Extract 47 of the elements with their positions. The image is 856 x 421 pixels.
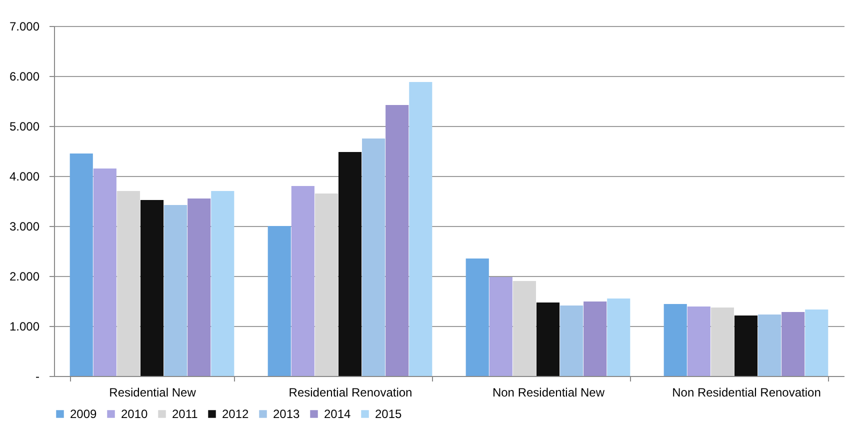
- bar: [607, 298, 630, 376]
- y-tick-label: 6.000: [9, 70, 40, 84]
- y-tick-label: -: [36, 370, 40, 384]
- bar: [782, 312, 805, 376]
- bar: [805, 310, 828, 376]
- bar: [386, 105, 409, 376]
- legend-label: 2012: [222, 407, 250, 421]
- bar: [664, 304, 687, 376]
- bar: [734, 316, 758, 376]
- bar: [140, 200, 164, 376]
- bar: [710, 308, 734, 376]
- bar: [188, 198, 211, 376]
- x-tick-label: Residential Renovation: [288, 386, 412, 400]
- y-tick-label: 5.000: [9, 120, 40, 134]
- y-tick-label: 4.000: [9, 170, 40, 184]
- bar: [362, 138, 386, 376]
- bar: [211, 191, 234, 376]
- bar: [116, 191, 140, 376]
- legend-label: 2014: [324, 407, 352, 421]
- bar: [268, 226, 291, 376]
- y-tick-label: 7.000: [9, 20, 40, 34]
- bar: [466, 258, 489, 376]
- y-tick-label: 1.000: [9, 320, 40, 334]
- bar: [314, 194, 338, 376]
- x-tick-label: Non Residential Renovation: [672, 386, 821, 400]
- bar: [687, 306, 710, 376]
- bar: [338, 152, 362, 376]
- bar: [758, 314, 782, 376]
- bar: [584, 302, 607, 376]
- bar: [164, 205, 188, 376]
- legend-label: 2015: [375, 407, 402, 421]
- bar: [560, 306, 584, 376]
- legend-label: 2010: [121, 407, 148, 421]
- bar: [536, 302, 560, 376]
- y-tick-label: 2.000: [9, 270, 40, 284]
- legend-label: 2009: [70, 407, 98, 421]
- bar: [489, 277, 512, 376]
- legend-label: 2013: [273, 407, 300, 421]
- bar: [70, 154, 93, 376]
- x-tick-label: Residential New: [109, 386, 196, 400]
- legend-label: 2011: [172, 407, 198, 421]
- x-tick-label: Non Residential New: [492, 386, 605, 400]
- bar: [409, 82, 432, 376]
- y-tick-label: 3.000: [9, 220, 40, 234]
- bar: [512, 281, 536, 376]
- bar: [93, 168, 116, 376]
- bar: [291, 186, 314, 376]
